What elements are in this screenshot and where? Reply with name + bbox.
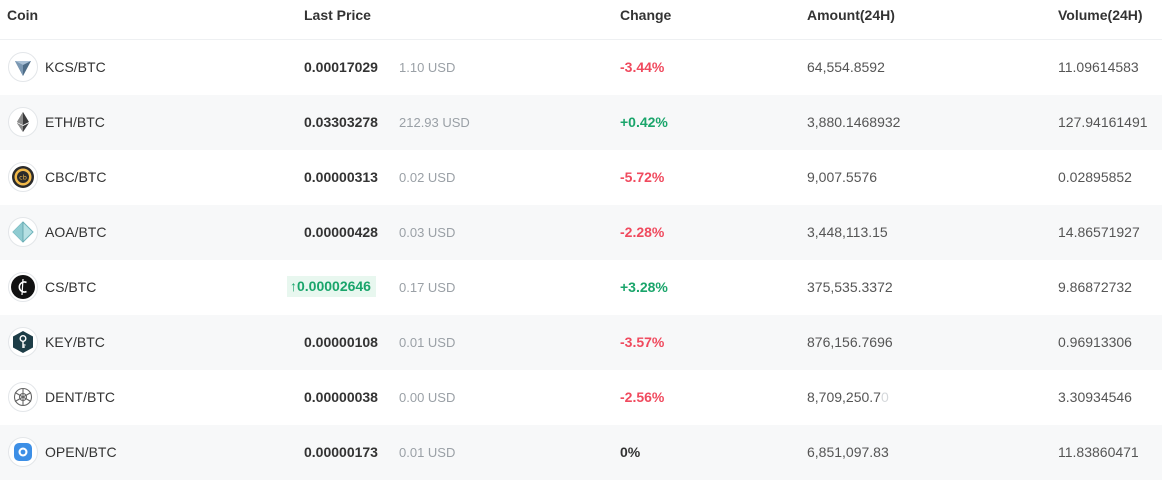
volume-24h: 127.94161491 — [1058, 114, 1148, 130]
kcs-icon — [8, 52, 38, 82]
usd-price: 0.01 USD — [399, 445, 456, 460]
amount-24h: 6,851,097.83 — [807, 444, 889, 460]
usd-price: 212.93 USD — [399, 115, 470, 130]
change-value: -2.28% — [620, 224, 665, 240]
usd-price: 1.10 USD — [399, 60, 456, 75]
table-row[interactable]: ETH/BTC 0.03303278 212.93 USD +0.42% 3,8… — [0, 95, 1162, 150]
last-price-highlight: ↑0.00002646 — [287, 276, 376, 297]
change-value: -3.57% — [620, 334, 665, 350]
change-value: +0.42% — [620, 114, 668, 130]
volume-24h: 14.86571927 — [1058, 224, 1140, 240]
table-row[interactable]: cb CBC/BTC 0.00000313 0.02 USD -5.72% 9,… — [0, 150, 1162, 205]
usd-price: 0.00 USD — [399, 390, 456, 405]
table-row[interactable]: CS/BTC ↑0.00002646 0.17 USD +3.28% 375,5… — [0, 260, 1162, 315]
coin-pair: ETH/BTC — [45, 114, 105, 130]
amount-24h: 64,554.8592 — [807, 59, 885, 75]
table-row[interactable]: KCS/BTC 0.00017029 1.10 USD -3.44% 64,55… — [0, 40, 1162, 95]
eth-icon — [8, 107, 38, 137]
cs-icon — [8, 272, 38, 302]
change-value: +3.28% — [620, 279, 668, 295]
last-price: 0.00000108 — [304, 334, 378, 350]
header-change[interactable]: Change — [620, 7, 672, 23]
header-volume[interactable]: Volume(24H) — [1058, 7, 1143, 23]
header-amount[interactable]: Amount(24H) — [807, 7, 895, 23]
amount-main: 8,709,250.7 — [807, 389, 881, 405]
change-value: 0% — [620, 444, 641, 460]
coin-pair: DENT/BTC — [45, 389, 115, 405]
last-price: 0.00017029 — [304, 59, 378, 75]
coin-pair: CS/BTC — [45, 279, 97, 295]
last-price: 0.00002646 — [297, 278, 371, 294]
amount-24h: 9,007.5576 — [807, 169, 878, 185]
usd-price: 0.01 USD — [399, 335, 456, 350]
table-row[interactable]: KEY/BTC 0.00000108 0.01 USD -3.57% 876,1… — [0, 315, 1162, 370]
change-value: -2.56% — [620, 389, 665, 405]
cbc-icon: cb — [8, 162, 38, 192]
coin-pair: AOA/BTC — [45, 224, 107, 240]
amount-fading-digit: 0 — [880, 389, 889, 405]
key-icon — [8, 327, 38, 357]
last-price: 0.00000173 — [304, 444, 378, 460]
coin-pair: KEY/BTC — [45, 334, 105, 350]
volume-24h: 9.86872732 — [1058, 279, 1132, 295]
volume-24h: 0.96913306 — [1058, 334, 1132, 350]
amount-24h: 375,535.3372 — [807, 279, 893, 295]
coin-pair: CBC/BTC — [45, 169, 107, 185]
table-header: Coin Last Price Change Amount(24H) Volum… — [0, 0, 1162, 40]
amount-24h: 876,156.7696 — [807, 334, 893, 350]
amount-24h: 8,709,250.70 — [807, 389, 889, 405]
volume-24h: 11.09614583 — [1058, 59, 1139, 75]
aoa-icon — [8, 217, 38, 247]
volume-24h: 3.30934546 — [1058, 389, 1132, 405]
table-row[interactable]: OPEN/BTC 0.00000173 0.01 USD 0% 6,851,09… — [0, 425, 1162, 480]
usd-price: 0.03 USD — [399, 225, 456, 240]
dent-icon — [8, 382, 38, 412]
svg-text:cb: cb — [19, 174, 27, 182]
amount-24h: 3,448,113.15 — [807, 224, 888, 240]
last-price: 0.00000428 — [304, 224, 378, 240]
open-icon — [8, 437, 38, 467]
coin-pair: KCS/BTC — [45, 59, 106, 75]
header-last-price[interactable]: Last Price — [304, 7, 371, 23]
last-price: 0.00000313 — [304, 169, 378, 185]
last-price: 0.00000038 — [304, 389, 378, 405]
amount-24h: 3,880.1468932 — [807, 114, 901, 130]
volume-24h: 0.02895852 — [1058, 169, 1132, 185]
table-row[interactable]: AOA/BTC 0.00000428 0.03 USD -2.28% 3,448… — [0, 205, 1162, 260]
last-price: 0.03303278 — [304, 114, 378, 130]
usd-price: 0.17 USD — [399, 280, 456, 295]
arrow-up-icon: ↑ — [290, 278, 297, 294]
header-coin[interactable]: Coin — [7, 7, 39, 23]
change-value: -3.44% — [620, 59, 665, 75]
change-value: -5.72% — [620, 169, 665, 185]
table-row[interactable]: DENT/BTC 0.00000038 0.00 USD -2.56% 8,70… — [0, 370, 1162, 425]
coin-pair: OPEN/BTC — [45, 444, 117, 460]
volume-24h: 11.83860471 — [1058, 444, 1139, 460]
usd-price: 0.02 USD — [399, 170, 456, 185]
